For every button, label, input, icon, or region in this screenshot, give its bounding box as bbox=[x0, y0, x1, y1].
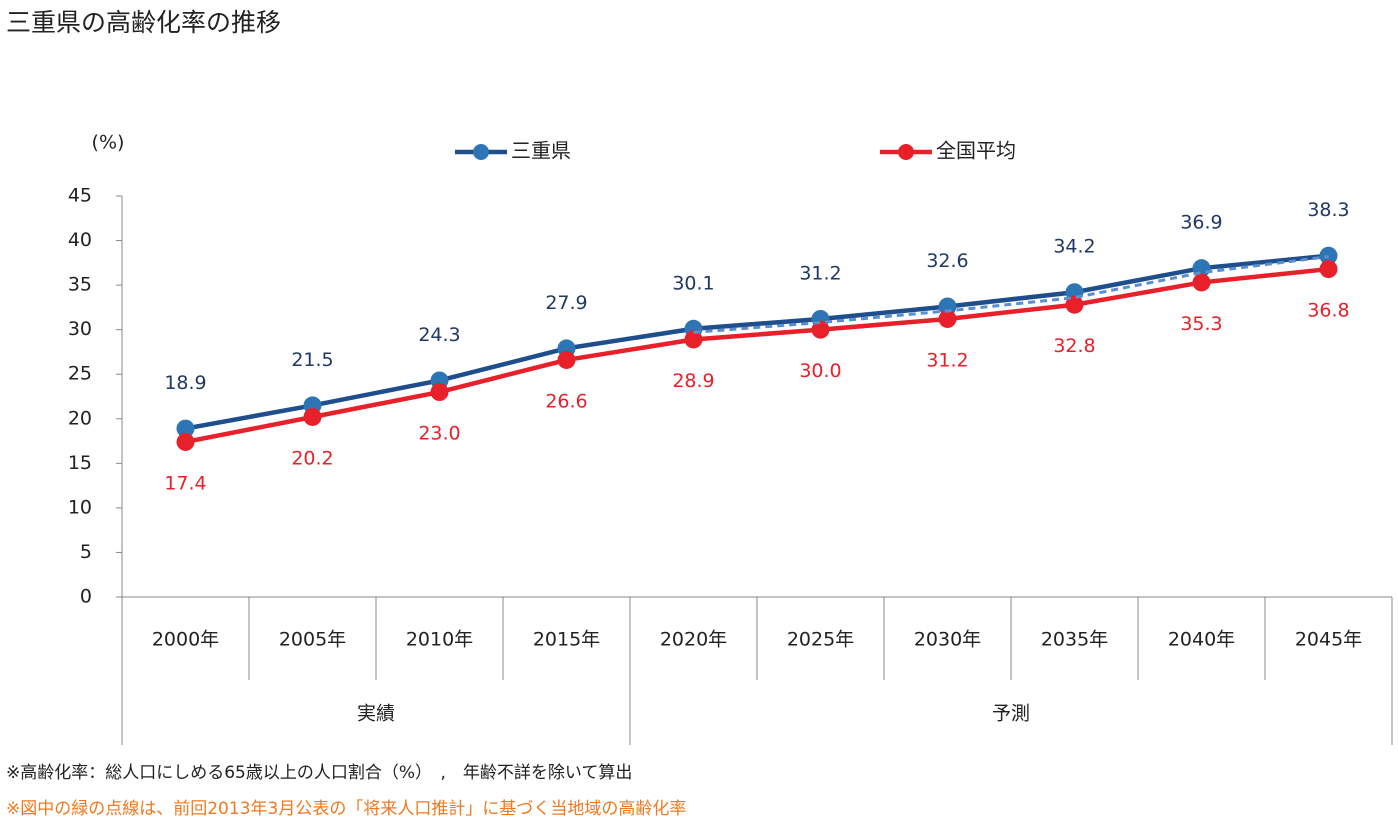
x-tick-label: 2005年 bbox=[279, 629, 346, 651]
value-label: 36.9 bbox=[1180, 212, 1222, 234]
x-tick-label: 2015年 bbox=[533, 629, 600, 651]
value-label: 26.6 bbox=[545, 390, 587, 412]
x-tick-label: 2020年 bbox=[660, 629, 727, 651]
x-tick-label: 2000年 bbox=[152, 629, 219, 651]
value-label: 28.9 bbox=[672, 370, 714, 392]
y-tick-label: 15 bbox=[68, 452, 92, 474]
marker bbox=[938, 297, 957, 316]
value-label: 30.0 bbox=[799, 360, 841, 382]
x-tick-label: 2030年 bbox=[914, 629, 981, 651]
marker bbox=[938, 309, 957, 328]
y-tick-label: 20 bbox=[68, 407, 92, 429]
marker bbox=[1065, 295, 1084, 314]
marker bbox=[684, 330, 703, 349]
marker bbox=[430, 383, 449, 402]
value-label: 21.5 bbox=[291, 349, 333, 371]
y-tick-label: 25 bbox=[68, 363, 92, 385]
value-label: 31.2 bbox=[926, 349, 968, 371]
y-tick-label: 5 bbox=[80, 541, 92, 563]
value-label: 23.0 bbox=[418, 423, 460, 445]
value-label: 31.2 bbox=[799, 262, 841, 284]
x-tick-label: 2025年 bbox=[787, 629, 854, 651]
marker bbox=[1319, 246, 1338, 265]
marker bbox=[176, 419, 195, 438]
note: ※高齢化率：総人口にしめる65歳以上の人口割合（%） , 年齢不詳を除いて算出 bbox=[6, 763, 632, 783]
marker bbox=[1319, 260, 1338, 279]
y-tick-label: 30 bbox=[68, 318, 92, 340]
legend-label: 三重県 bbox=[511, 139, 571, 163]
y-tick-label: 10 bbox=[68, 496, 92, 518]
x-tick-label: 2035年 bbox=[1041, 629, 1108, 651]
series-line bbox=[185, 253, 1329, 431]
y-tick-label: 35 bbox=[68, 274, 92, 296]
marker bbox=[1192, 273, 1211, 292]
marker bbox=[303, 407, 322, 426]
legend-marker bbox=[898, 144, 914, 160]
value-label: 34.2 bbox=[1053, 236, 1095, 258]
value-label: 32.6 bbox=[926, 250, 968, 272]
x-tick-label: 2010年 bbox=[406, 629, 473, 651]
y-unit: (%) bbox=[92, 132, 125, 154]
marker bbox=[811, 320, 830, 339]
value-label: 35.3 bbox=[1180, 313, 1222, 335]
y-tick-label: 0 bbox=[80, 586, 92, 608]
legend-marker bbox=[473, 144, 489, 160]
legend-label: 全国平均 bbox=[936, 139, 1016, 163]
value-label: 32.8 bbox=[1053, 335, 1095, 357]
x-tick-label: 2045年 bbox=[1295, 629, 1362, 651]
x-tick-label: 2040年 bbox=[1168, 629, 1235, 651]
value-label: 38.3 bbox=[1307, 199, 1349, 221]
value-label: 27.9 bbox=[545, 292, 587, 314]
value-label: 17.4 bbox=[164, 472, 206, 494]
group-label: 予測 bbox=[992, 703, 1030, 725]
note: ※図中の緑の点線は、前回2013年3月公表の「将来人口推計」に基づく当地域の高齢… bbox=[6, 799, 686, 819]
group-label: 実績 bbox=[357, 703, 395, 725]
value-label: 20.2 bbox=[291, 447, 333, 469]
chart-title: 三重県の高齢化率の推移 bbox=[6, 8, 281, 37]
y-tick-label: 45 bbox=[68, 185, 92, 207]
value-label: 30.1 bbox=[672, 272, 714, 294]
marker bbox=[176, 432, 195, 451]
series-line bbox=[185, 266, 1329, 445]
value-label: 36.8 bbox=[1307, 300, 1349, 322]
value-label: 24.3 bbox=[418, 324, 460, 346]
dashed-line bbox=[693, 255, 1329, 334]
y-tick-label: 40 bbox=[68, 229, 92, 251]
value-label: 18.9 bbox=[164, 372, 206, 394]
marker bbox=[557, 350, 576, 369]
